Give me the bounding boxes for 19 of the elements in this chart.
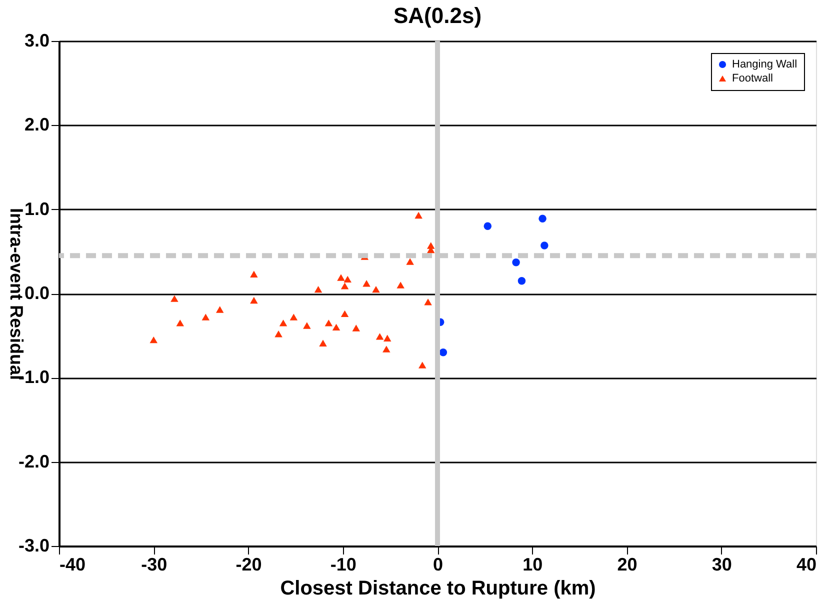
x-tick-label: -20 bbox=[236, 554, 262, 574]
y-tick-label: 1.0 bbox=[24, 198, 50, 219]
y-tick-label: -3.0 bbox=[18, 536, 50, 556]
legend-label: Hanging Wall bbox=[732, 58, 798, 70]
x-tick-label: -40 bbox=[60, 554, 86, 574]
y-tick-label: 0.0 bbox=[24, 283, 50, 303]
x-tick-label: -30 bbox=[141, 554, 168, 574]
x-tick-label: 10 bbox=[522, 554, 543, 574]
x-tick-label: 0 bbox=[432, 554, 444, 574]
x-tick-label: 40 bbox=[796, 554, 816, 574]
x-tick-label: 20 bbox=[617, 554, 638, 574]
y-tick-label: 3.0 bbox=[24, 30, 50, 50]
legend-label: Footwall bbox=[732, 72, 773, 84]
chart-title: SA(0.2s) bbox=[393, 3, 482, 28]
x-tick-label: -10 bbox=[330, 554, 356, 574]
y-tick-label: 2.0 bbox=[24, 114, 50, 135]
x-axis-title: Closest Distance to Rupture (km) bbox=[280, 578, 596, 600]
x-tick-label: 30 bbox=[712, 554, 732, 574]
y-tick-label: -2.0 bbox=[18, 451, 50, 472]
